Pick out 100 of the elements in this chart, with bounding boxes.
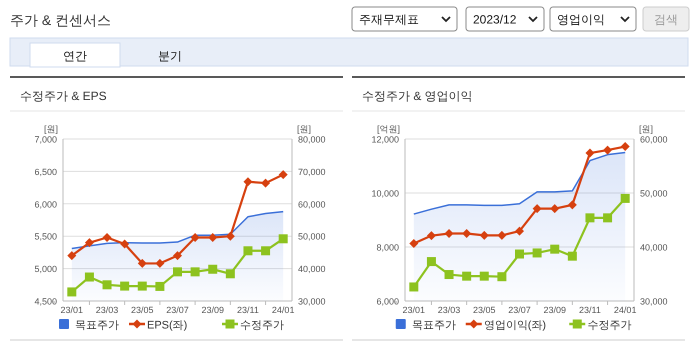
point: [120, 282, 130, 291]
point: [409, 238, 418, 248]
point: [568, 252, 577, 261]
point: [155, 258, 164, 268]
y-tick-label: 6,500: [34, 166, 57, 177]
x-tick-label: 23/11: [579, 305, 601, 315]
point: [84, 272, 94, 282]
point: [620, 194, 630, 203]
y2-tick-label: 70,000: [298, 166, 326, 177]
y2-tick-label: 40,000: [298, 264, 326, 274]
y-tick-label: 4,500: [34, 296, 57, 306]
point: [67, 251, 76, 260]
point: [102, 280, 112, 290]
chart-title: 수정주가 & 영업이익: [362, 89, 473, 103]
point: [497, 230, 506, 240]
y2-tick-label: 30,000: [298, 296, 326, 306]
y-axis-title: [원]: [44, 124, 58, 134]
point: [243, 177, 252, 186]
point: [515, 226, 524, 236]
point: [480, 272, 489, 281]
point: [208, 264, 218, 274]
point: [243, 246, 252, 256]
y-tick-label: 6,000: [376, 296, 399, 306]
point: [585, 148, 594, 158]
text: 영업이익: [557, 12, 605, 26]
y2-tick-label: 60,000: [298, 199, 326, 210]
legend-label: EPS(좌): [147, 320, 188, 332]
point: [138, 282, 147, 291]
point: [568, 200, 577, 210]
point: [155, 282, 164, 291]
point: [462, 272, 472, 281]
y-tick-label: 12,000: [371, 134, 399, 144]
point: [603, 213, 612, 222]
point: [173, 267, 182, 276]
y-tick-label: 7,000: [34, 134, 57, 144]
y2-tick-label: 80,000: [298, 134, 326, 144]
y-tick-label: 6,000: [34, 199, 57, 210]
point: [67, 287, 76, 296]
point: [462, 229, 472, 238]
point: [226, 269, 235, 278]
text: 검색: [654, 12, 678, 26]
point: [426, 257, 436, 266]
text: 연간: [63, 49, 87, 63]
x-tick-label: 23/03: [96, 305, 118, 315]
point: [102, 232, 112, 242]
x-tick-label: 23/05: [131, 305, 154, 315]
point: [585, 213, 594, 222]
x-tick-label: 23/07: [508, 305, 531, 315]
point: [190, 267, 200, 276]
point: [480, 230, 489, 240]
point: [497, 272, 506, 282]
y2-tick-label: 30,000: [640, 296, 668, 306]
legend-label: 목표주가: [412, 320, 456, 332]
point: [426, 231, 436, 240]
y2-axis-title: [원]: [297, 124, 312, 134]
y-axis-title: [억원]: [376, 124, 400, 134]
x-tick-label: 24/01: [614, 305, 636, 315]
y2-tick-label: 50,000: [298, 232, 326, 242]
x-tick-label: 23/09: [201, 305, 224, 315]
point: [603, 146, 612, 155]
x-tick-label: 23/11: [237, 305, 259, 315]
point: [173, 251, 182, 260]
x-tick-label: 23/01: [60, 305, 84, 315]
point: [550, 204, 560, 214]
y2-axis-title: [원]: [639, 124, 654, 134]
point: [515, 250, 524, 259]
x-tick-label: 23/03: [438, 305, 460, 315]
chart-title: 수정주가 & EPS: [20, 89, 107, 103]
point: [84, 238, 94, 248]
point: [120, 239, 130, 248]
text: 주재무제표: [359, 12, 419, 26]
y-tick-label: 5,000: [34, 264, 57, 274]
y-tick-label: 5,500: [34, 232, 57, 242]
legend-label: 목표주가: [75, 320, 119, 332]
point: [261, 246, 270, 256]
x-tick-label: 23/09: [543, 305, 566, 315]
text: 주가 & 컨센서스: [10, 12, 112, 28]
point: [278, 170, 288, 180]
text: 분기: [158, 49, 182, 63]
text: 2023/12: [473, 12, 517, 26]
legend-label: 수정주가: [240, 320, 284, 332]
x-tick-label: 24/01: [272, 305, 294, 315]
x-tick-label: 23/01: [402, 305, 426, 315]
y-tick-label: 8,000: [376, 242, 399, 252]
y2-tick-label: 40,000: [640, 242, 668, 252]
y2-tick-label: 60,000: [640, 134, 668, 144]
y2-tick-label: 50,000: [640, 188, 668, 198]
point: [532, 248, 542, 258]
legend-label: 영업이익(좌): [484, 320, 546, 332]
point: [532, 204, 542, 214]
point: [138, 258, 147, 268]
x-tick-label: 23/07: [166, 305, 189, 315]
point: [208, 232, 218, 242]
point: [261, 178, 270, 188]
point: [620, 142, 630, 152]
point: [444, 270, 454, 280]
legend-label: 수정주가: [587, 320, 632, 332]
point: [550, 244, 560, 254]
point: [278, 234, 288, 244]
point: [409, 282, 418, 292]
